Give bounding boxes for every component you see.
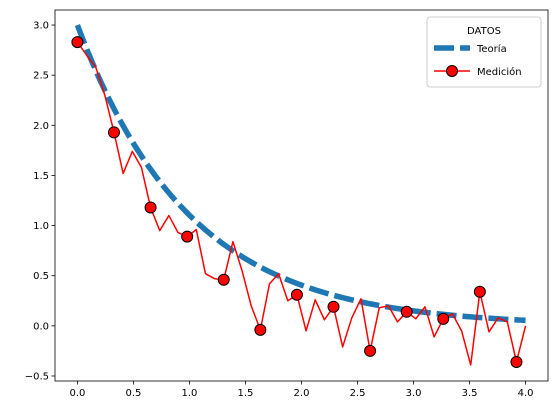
y-tick-label: 1.0 (33, 221, 49, 232)
legend: DATOS Teoría Medición (426, 16, 542, 88)
data-point-medicion (71, 36, 84, 49)
legend-title: DATOS (467, 26, 501, 37)
series-layer (71, 24, 527, 368)
data-point-medicion (107, 126, 120, 139)
x-tick-label: 2.5 (350, 388, 366, 399)
data-point-medicion (364, 344, 377, 357)
legend-marker-medicion (446, 65, 458, 77)
data-point-medicion (217, 273, 230, 286)
y-tick-label: 3.0 (33, 21, 49, 32)
x-tick-label: 3.0 (406, 388, 422, 399)
legend-label-medicion: Medición (477, 66, 522, 78)
data-point-medicion (290, 288, 303, 301)
y-tick-label: 1.5 (33, 171, 49, 182)
x-tick-label: 3.5 (462, 388, 478, 399)
y-tick-label: 2.5 (33, 71, 49, 82)
data-point-medicion (254, 323, 267, 336)
y-axis: −0.5 0.0 0.5 1.0 1.5 2.0 2.5 3.0 (25, 21, 55, 382)
x-tick-label: 2.0 (294, 388, 310, 399)
data-point-medicion (400, 305, 413, 318)
data-point-medicion (473, 285, 486, 298)
x-tick-label: 0.0 (69, 388, 85, 399)
x-tick-label: 0.5 (125, 388, 141, 399)
y-tick-label: −0.5 (25, 371, 49, 382)
x-tick-label: 1.0 (182, 388, 198, 399)
x-axis: 0.0 0.5 1.0 1.5 2.0 2.5 3.0 3.5 4.0 (69, 381, 534, 399)
legend-label-teoria: Teoría (476, 43, 507, 55)
data-point-medicion (510, 355, 523, 368)
data-point-medicion (437, 312, 450, 325)
data-point-medicion (181, 230, 194, 243)
y-tick-label: 0.0 (33, 321, 49, 332)
y-tick-label: 0.5 (33, 271, 49, 282)
data-point-medicion (144, 201, 157, 214)
data-point-medicion (327, 300, 340, 313)
y-tick-label: 2.0 (33, 121, 49, 132)
x-tick-label: 4.0 (518, 388, 534, 399)
x-tick-label: 1.5 (238, 388, 254, 399)
